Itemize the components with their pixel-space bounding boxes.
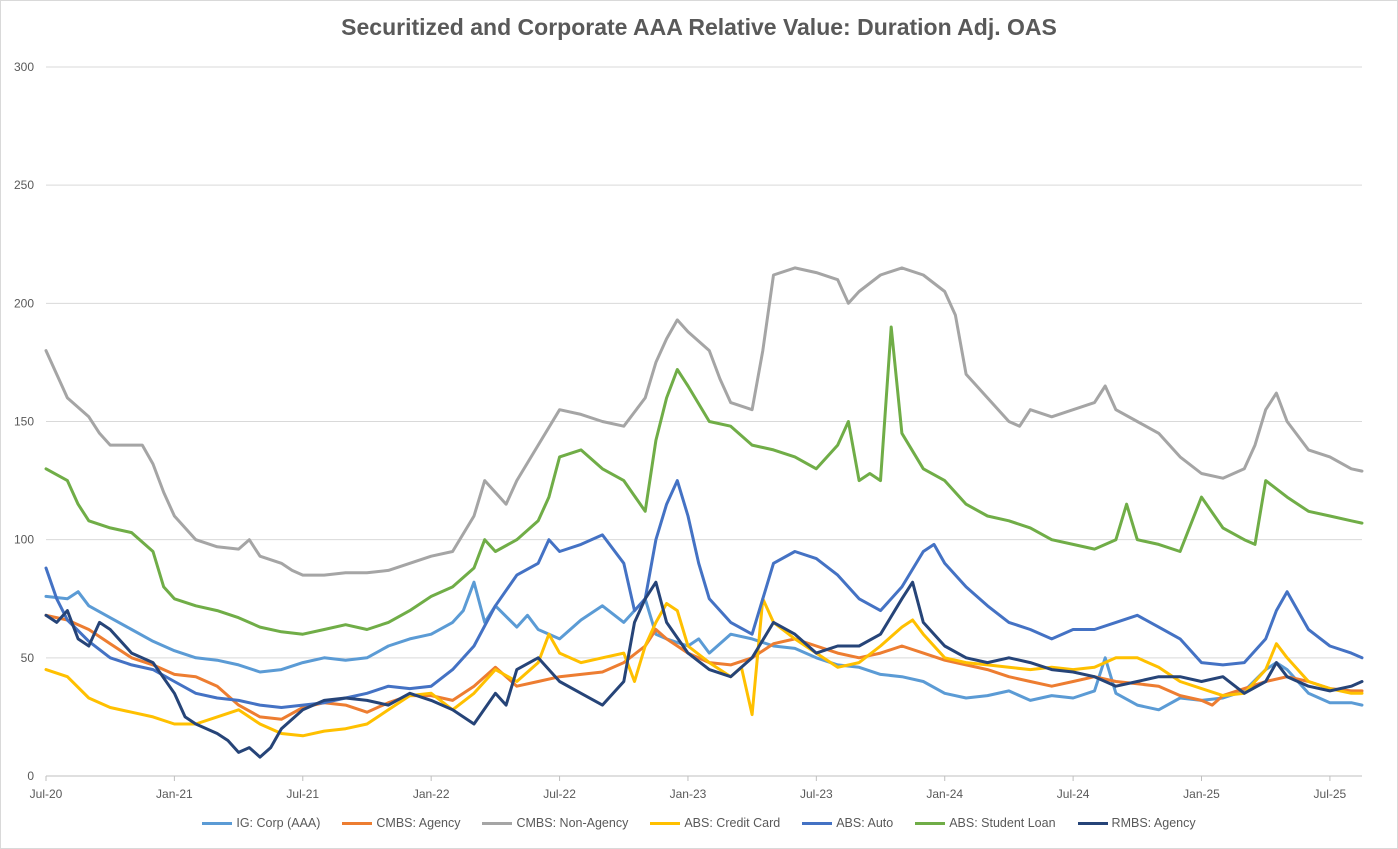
legend-label: ABS: Student Loan xyxy=(949,816,1056,830)
chart-plot-area: 0 50 100 150 200 250 300 Jul-20 Jan-21 Jul-21 Jan… xyxy=(14,60,1364,801)
series-line-abs-credit-card xyxy=(44,597,1364,738)
series-line-rmbs-agency xyxy=(44,580,1364,759)
legend-label: RMBS: Agency xyxy=(1111,816,1196,830)
series-line-abs-auto xyxy=(44,479,1364,709)
x-tick-label: Jan-21 xyxy=(156,787,193,801)
x-tick-label: Jul-22 xyxy=(543,787,576,801)
legend-swatch xyxy=(802,821,833,825)
legend-item: CMBS: Agency xyxy=(342,816,460,830)
y-tick-label: 50 xyxy=(21,651,35,665)
legend-swatch xyxy=(342,821,373,825)
legend-swatch xyxy=(202,821,233,825)
x-tick-label: Jan-24 xyxy=(926,787,963,801)
legend-item: ABS: Student Loan xyxy=(915,816,1056,830)
chart-title: Securitized and Corporate AAA Relative V… xyxy=(341,14,1057,40)
x-tick-label: Jul-23 xyxy=(800,787,833,801)
series-lines xyxy=(44,266,1364,759)
y-tick-label: 0 xyxy=(27,769,34,783)
legend-swatch xyxy=(915,821,946,825)
legend-label: ABS: Credit Card xyxy=(684,816,781,830)
y-tick-label: 300 xyxy=(14,60,34,74)
gridlines xyxy=(46,66,1362,659)
x-tick-label: Jan-25 xyxy=(1183,787,1220,801)
x-tick-label: Jan-22 xyxy=(413,787,450,801)
legend-item: RMBS: Agency xyxy=(1077,816,1196,830)
y-axis-tick-labels: 0 50 100 150 200 250 300 xyxy=(14,60,34,783)
x-tick-label: Jul-20 xyxy=(30,787,63,801)
x-tick-label: Jul-25 xyxy=(1314,787,1347,801)
x-tick-label: Jan-23 xyxy=(670,787,707,801)
x-tick-label: Jul-21 xyxy=(286,787,319,801)
legend-item: CMBS: Non-Agency xyxy=(482,816,628,830)
y-tick-label: 200 xyxy=(14,296,34,310)
legend-swatch xyxy=(1077,821,1108,825)
legend-item: ABS: Credit Card xyxy=(650,816,780,830)
legend-swatch xyxy=(482,821,513,825)
legend-label: CMBS: Agency xyxy=(376,816,461,830)
legend-label: CMBS: Non-Agency xyxy=(516,816,629,830)
legend-item: IG: Corp (AAA) xyxy=(202,816,320,830)
y-tick-label: 100 xyxy=(14,533,34,547)
legend: IG: Corp (AAA) CMBS: Agency CMBS: Non-Agen… xyxy=(0,816,1398,830)
y-tick-label: 150 xyxy=(14,415,34,429)
series-line-cmbs-non-agency xyxy=(44,266,1364,577)
legend-swatch xyxy=(650,821,681,825)
series-line-ig-corp-aaa xyxy=(44,580,1364,712)
series-line-abs-student-loan xyxy=(44,325,1364,636)
y-tick-label: 250 xyxy=(14,178,34,192)
x-axis-tick-labels: Jul-20 Jan-21 Jul-21 Jan-22 Jul-22 Jan-23 Jul-… xyxy=(30,776,1347,801)
legend-label: IG: Corp (AAA) xyxy=(236,816,321,830)
legend-item: ABS: Auto xyxy=(802,816,893,830)
x-tick-label: Jul-24 xyxy=(1057,787,1090,801)
legend-label: ABS: Auto xyxy=(836,816,894,830)
